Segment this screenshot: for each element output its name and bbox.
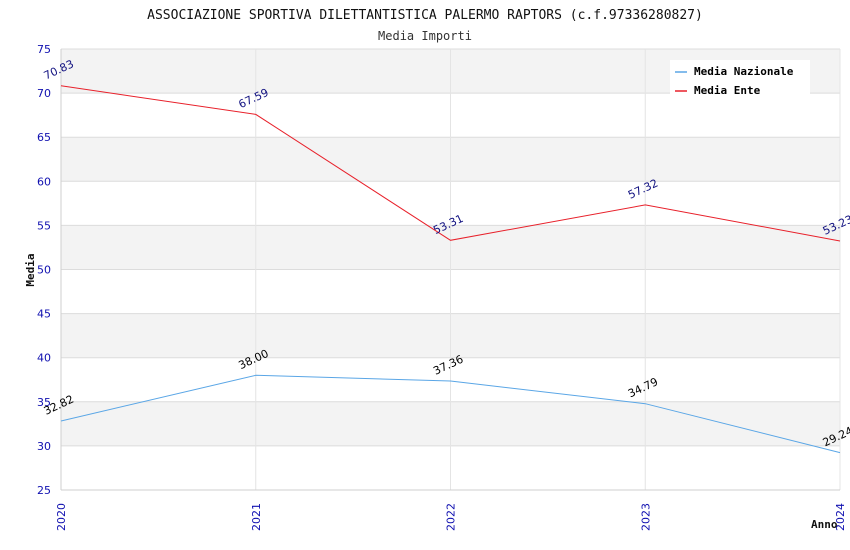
y-tick-label: 75 bbox=[37, 43, 51, 56]
data-label: 34.79 bbox=[626, 375, 660, 400]
series-line-nazionale bbox=[60, 374, 841, 454]
chart-title: ASSOCIAZIONE SPORTIVA DILETTANTISTICA PA… bbox=[147, 8, 703, 23]
y-tick-label: 70 bbox=[37, 87, 51, 100]
x-axis-title: Anno bbox=[811, 518, 838, 531]
y-tick-label: 55 bbox=[37, 219, 51, 232]
legend-label-ente: Media Ente bbox=[694, 84, 761, 97]
x-tick-label: 2020 bbox=[55, 503, 68, 531]
legend-box bbox=[670, 60, 810, 96]
x-tick-label: 2021 bbox=[250, 503, 263, 531]
series-line-ente bbox=[60, 85, 841, 242]
y-tick-label: 45 bbox=[37, 308, 51, 321]
y-tick-label: 60 bbox=[37, 175, 51, 188]
y-axis-title: Media bbox=[24, 253, 37, 286]
y-tick-label: 65 bbox=[37, 131, 51, 144]
y-tick-label: 40 bbox=[37, 352, 51, 365]
axes: 25 30 35 40 45 50 55 60 65 70 75 2020 2021 2022 2023 20… bbox=[37, 43, 847, 531]
y-tick-label: 30 bbox=[37, 440, 51, 453]
x-tick-label: 2024 bbox=[834, 503, 847, 531]
chart-subtitle: Media Importi bbox=[378, 29, 472, 43]
y-tick-label: 35 bbox=[37, 396, 51, 409]
x-tick-label: 2023 bbox=[639, 503, 652, 531]
x-tick-label: 2022 bbox=[445, 503, 458, 531]
legend-label-nazionale: Media Nazionale bbox=[694, 65, 794, 78]
y-tick-label: 25 bbox=[37, 484, 51, 497]
legend: Media Nazionale Media Ente bbox=[670, 60, 810, 97]
y-tick-label: 50 bbox=[37, 264, 51, 277]
series-lines bbox=[60, 85, 841, 454]
